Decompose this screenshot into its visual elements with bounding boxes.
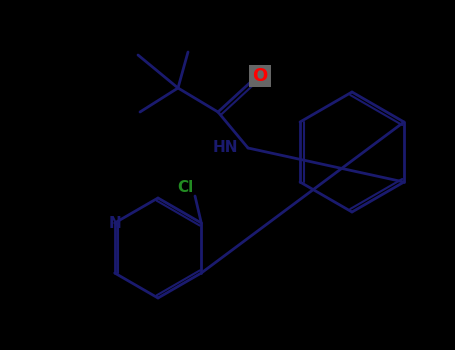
Text: Cl: Cl: [177, 181, 193, 196]
Text: O: O: [253, 67, 268, 85]
FancyBboxPatch shape: [249, 65, 271, 87]
Text: HN: HN: [212, 140, 238, 155]
Text: N: N: [108, 216, 121, 231]
